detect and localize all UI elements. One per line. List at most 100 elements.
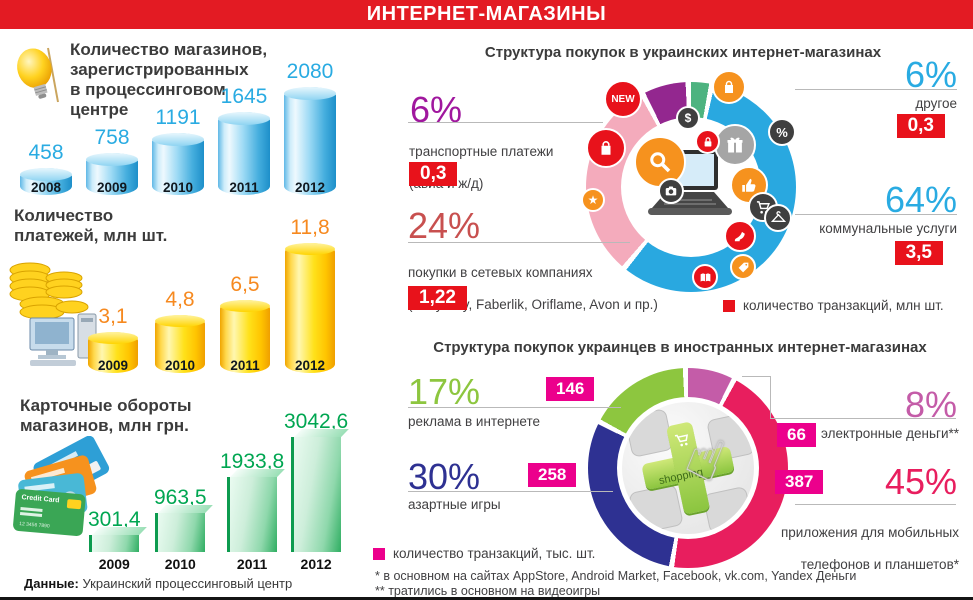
bar-year: 2012 xyxy=(294,180,326,195)
bar-2010: 4,8 2010 xyxy=(155,288,205,373)
title-banner: ИНТЕРНЕТ-МАГАЗИНЫ xyxy=(0,0,973,29)
leader-line xyxy=(408,407,621,408)
bar-year: 2009 xyxy=(98,556,130,572)
svg-text:12 3456 7890: 12 3456 7890 xyxy=(19,521,50,530)
bar-value: 963,5 xyxy=(154,486,207,509)
turnover-bar-chart: 301,4 2009 963,5 2010 1933,8 2011 3042,6… xyxy=(74,398,359,572)
bar-value: 1933,8 xyxy=(220,450,285,473)
foreign-slice-ads-value: 146 xyxy=(546,377,595,401)
foreign-slice-apps-value: 387 xyxy=(775,470,824,494)
bar-2009: 758 2009 xyxy=(86,126,138,195)
ua-slice-utilities-pct: 64% xyxy=(884,179,957,220)
star-icon: ★ xyxy=(581,188,605,212)
bar-2009: 301,4 2009 xyxy=(88,508,141,572)
leader-line xyxy=(770,376,771,419)
legend-text: количество транзакций, млн шт. xyxy=(743,298,944,313)
foreign-pie-legend: количество транзакций, тыс. шт. xyxy=(373,546,595,561)
ua-slice-utilities-value: 3,5 xyxy=(894,241,943,265)
bar-value: 458 xyxy=(28,141,64,164)
bar-year: 2011 xyxy=(236,556,268,572)
shops-bar-chart: 458 2008 758 2009 1191 2010 1645 2011 20… xyxy=(8,56,388,198)
bar-year: 2010 xyxy=(162,180,194,195)
bar-2012: 3042,6 2012 xyxy=(284,410,348,572)
bar-2011: 1933,8 2011 xyxy=(220,450,284,572)
bar-year: 2012 xyxy=(294,358,326,373)
new-badge-icon: NEW xyxy=(604,80,642,118)
hanger-icon xyxy=(764,204,792,232)
shoe-icon xyxy=(724,220,756,252)
leader-line xyxy=(795,89,957,90)
foreign-slice-emoney-pct: 8% xyxy=(904,384,957,425)
leader-line xyxy=(408,491,613,492)
bar-value: 2080 xyxy=(286,60,334,83)
leader-line xyxy=(408,122,603,123)
foreign-slice-gambling-pct: 30% xyxy=(408,456,481,497)
bar-year: 2012 xyxy=(300,556,332,572)
data-source-value: Украинский процессинговый центр xyxy=(82,576,293,591)
foreign-pie-title: Структура покупок украинцев в иностранны… xyxy=(433,339,927,356)
foreign-slice-ads-pct: 17% xyxy=(408,371,481,412)
bar-value: 11,8 xyxy=(290,216,330,239)
foreign-slice-emoney-value: 66 xyxy=(777,423,816,447)
bar-2009: 3,1 2009 xyxy=(88,305,138,373)
leader-line xyxy=(795,504,956,505)
ua-pie-legend: количество транзакций, млн шт. xyxy=(723,298,944,313)
turnover-chart-heading: Карточные обороты магазинов, млн грн. xyxy=(20,396,192,436)
payments-chart-heading: Количество платежей, млн шт. xyxy=(14,206,168,246)
ua-pie-title: Структура покупок в украинских интернет-… xyxy=(484,44,882,61)
ua-slice-mlm-value: 1,22 xyxy=(408,286,467,310)
shopping-key: shopping xyxy=(635,415,742,522)
cart-icon xyxy=(674,434,689,447)
leader-line xyxy=(770,418,956,419)
ua-slice-transport-value: 0,3 xyxy=(409,162,458,186)
lock-icon xyxy=(695,129,720,154)
data-source: Данные: Украинский процессинговый центр xyxy=(24,576,292,591)
bar-2012: 11,8 2012 xyxy=(285,216,335,373)
bar-2008: 458 2008 xyxy=(20,141,72,195)
credit-cards-icon: Credit Card 12 3456 7890 xyxy=(13,436,110,537)
legend-swatch-red xyxy=(723,299,735,312)
foreign-slice-ads-label: реклама в интернете xyxy=(408,414,541,429)
page-title: ИНТЕРНЕТ-МАГАЗИНЫ xyxy=(366,3,607,25)
data-source-label: Данные: xyxy=(24,576,79,591)
bar-2010: 1191 2010 xyxy=(152,106,204,195)
foreign-slice-apps-label: приложения для мобильных телефонов и пла… xyxy=(780,524,959,572)
ua-slice-other-value: 0,3 xyxy=(896,114,945,138)
light-bulb-icon xyxy=(17,47,59,103)
bar-2012: 2080 2012 xyxy=(284,60,336,195)
ua-slice-mlm-pct: 24% xyxy=(408,205,481,246)
money-icon: $ xyxy=(676,106,700,130)
percent-icon: % xyxy=(768,118,796,146)
leader-line xyxy=(742,376,770,377)
bar-value: 1645 xyxy=(220,85,268,108)
shopping-bag-icon xyxy=(712,70,746,104)
bar-year: 2010 xyxy=(164,358,196,373)
foreign-slice-gambling-value: 258 xyxy=(528,463,577,487)
bar-year: 2008 xyxy=(30,180,62,195)
footnote-1: * в основном на сайтах AppStore, Android… xyxy=(375,569,857,583)
payments-bar-chart: 3,1 2009 4,8 2010 6,5 2011 11,8 2012 xyxy=(74,210,359,376)
ua-slice-utilities-label: коммунальные услуги xyxy=(819,221,957,236)
bar-value: 758 xyxy=(94,126,130,149)
book-icon xyxy=(692,264,718,290)
shops-chart-heading: Количество магазинов, зарегистрированных… xyxy=(70,40,268,120)
ua-slice-other-label: другое xyxy=(915,96,957,111)
foreign-slice-apps-pct: 45% xyxy=(884,461,957,502)
bar-value: 4,8 xyxy=(165,288,195,311)
price-tag-icon xyxy=(730,254,756,280)
legend-swatch-magenta xyxy=(373,547,385,560)
bar-year: 2011 xyxy=(229,180,259,195)
bar-value: 6,5 xyxy=(230,273,260,296)
bar-year: 2009 xyxy=(96,180,128,195)
bar-2010: 963,5 2010 xyxy=(154,486,207,572)
camera-icon xyxy=(658,178,684,204)
bar-value: 3,1 xyxy=(98,305,128,328)
bar-2011: 1645 2011 xyxy=(218,85,270,195)
svg-text:Credit Card: Credit Card xyxy=(21,494,60,504)
ua-slice-other-pct: 6% xyxy=(904,54,957,95)
bar-year: 2009 xyxy=(97,358,129,373)
legend-text: количество транзакций, тыс. шт. xyxy=(393,546,596,561)
bar-value: 1191 xyxy=(155,106,201,129)
foreign-slice-emoney-label: электронные деньги** xyxy=(821,426,959,441)
